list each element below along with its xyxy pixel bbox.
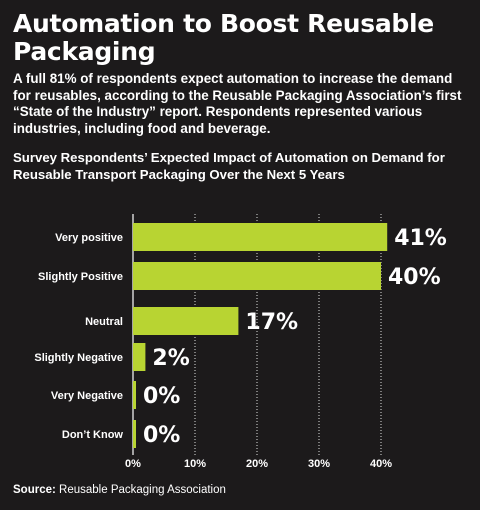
category-label: Neutral: [85, 316, 123, 328]
x-tick-label: 30%: [308, 458, 330, 470]
data-label: 17%: [245, 310, 298, 335]
source-text: Reusable Packaging Association: [59, 484, 226, 496]
intro-text: A full 81% of respondents expect automat…: [13, 71, 462, 136]
data-label: 2%: [152, 346, 189, 371]
bar: [133, 343, 146, 371]
x-tick-label: 0%: [125, 458, 141, 470]
data-label: 40%: [388, 265, 441, 290]
source-note: Source: Reusable Packaging Association: [13, 484, 226, 496]
bar: [133, 223, 388, 251]
page-title: Automation to Boost Reusable Packaging: [13, 9, 434, 66]
bar: [133, 381, 136, 409]
category-label: Very Negative: [51, 390, 123, 402]
chart-title: Survey Respondents’ Expected Impact of A…: [13, 150, 445, 182]
bar: [133, 307, 239, 335]
bar-chart: 0% 10% 20% 30% 40% Very positive 41% Slightly P…: [34, 214, 447, 470]
bar: [133, 262, 381, 290]
x-tick-label: 40%: [370, 458, 392, 470]
x-tick-label: 10%: [184, 458, 206, 470]
x-tick-label: 20%: [246, 458, 268, 470]
category-label: Slightly Negative: [34, 352, 123, 364]
category-label: Don’t Know: [62, 429, 124, 441]
data-label: 41%: [394, 226, 447, 251]
data-label: 0%: [143, 384, 180, 409]
category-label: Slightly Positive: [38, 271, 123, 283]
bar: [133, 420, 136, 448]
category-label: Very positive: [55, 232, 123, 244]
source-label: Source:: [13, 484, 56, 496]
data-label: 0%: [143, 423, 180, 448]
